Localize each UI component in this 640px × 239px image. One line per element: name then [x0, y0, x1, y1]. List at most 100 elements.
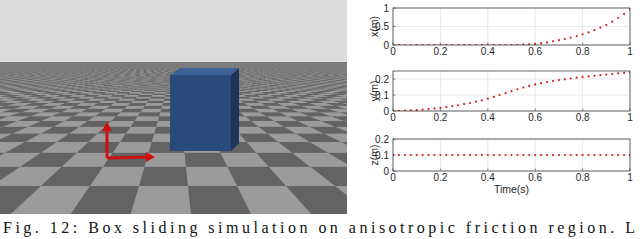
floor-tile — [139, 94, 153, 96]
floor-tile — [350, 81, 363, 82]
floor-tile — [580, 186, 640, 214]
floor-tile — [141, 109, 162, 112]
floor-tile — [141, 84, 151, 85]
floor-tile — [119, 86, 130, 87]
floor-tile — [148, 80, 156, 81]
floor-tile — [126, 94, 141, 96]
floor-tile — [144, 90, 156, 91]
floor-tile — [161, 82, 169, 83]
floor-tile — [136, 82, 145, 83]
floor-tile — [162, 81, 170, 82]
floor-tile — [610, 116, 640, 121]
floor-tile — [138, 81, 147, 82]
floor-tile — [158, 86, 168, 87]
floor-tile — [159, 84, 168, 85]
floor-tile — [153, 82, 162, 83]
floor-tile — [361, 127, 409, 134]
floor-tile — [134, 84, 144, 85]
floor-tile — [133, 90, 146, 91]
floor-tile — [148, 86, 158, 87]
floor-tile — [135, 79, 143, 80]
floor-tile — [115, 81, 124, 82]
floor-tile — [629, 106, 640, 109]
floor-tile — [128, 79, 136, 80]
floor-tile — [123, 89, 136, 90]
floor-tile — [150, 97, 165, 99]
floor-tile — [155, 80, 163, 81]
floor-tile — [412, 127, 465, 134]
floor-tile — [347, 84, 361, 85]
floor-tile — [125, 88, 137, 89]
floor-tile — [139, 86, 150, 87]
floor-tile — [348, 80, 360, 81]
floor-tile — [131, 121, 158, 127]
floor-tile — [160, 83, 169, 84]
figure: 00.20.40.60.8100.51x(m)00.20.40.60.8100.… — [0, 0, 640, 239]
floor-tile — [144, 82, 153, 83]
floor-tile — [185, 153, 228, 167]
floor-tile — [131, 101, 149, 103]
floor-tile — [345, 121, 387, 127]
floor-tile — [335, 186, 431, 214]
floor-tile — [352, 116, 391, 121]
floor-tile — [353, 81, 366, 82]
floor-tile — [129, 92, 143, 93]
floor-tile — [145, 89, 157, 90]
floor-tile — [125, 84, 135, 85]
floor-tile — [601, 121, 640, 127]
floor-tile — [133, 99, 150, 101]
floor-tile — [128, 82, 137, 83]
floor-tile — [162, 81, 170, 82]
floor-tile — [350, 83, 364, 84]
floor-tile — [141, 92, 154, 93]
floor-tile — [546, 116, 602, 121]
floor-tile — [152, 83, 161, 84]
floor-tile — [135, 83, 145, 84]
floor-tile — [128, 103, 147, 106]
floor-tile — [634, 103, 640, 106]
floor-tile — [131, 186, 191, 214]
floor-tile — [117, 87, 129, 88]
floor-tile — [146, 88, 157, 89]
floor-tile — [123, 81, 132, 82]
floor-tile — [124, 95, 140, 97]
floor-tile — [132, 81, 141, 82]
floor-tile — [143, 106, 162, 109]
floor-tile — [139, 81, 147, 82]
floor-tile — [135, 116, 160, 121]
floor-tile — [126, 83, 136, 84]
floor-tile — [353, 106, 384, 109]
floor-tile — [124, 81, 133, 82]
floor-tile — [540, 127, 607, 134]
floor-tile — [138, 112, 161, 116]
floor-tile — [347, 86, 363, 87]
floor-tile — [635, 134, 640, 143]
floor-tile — [346, 89, 364, 90]
floor-tile — [142, 84, 152, 85]
floor-tile — [531, 186, 640, 214]
floor-tile — [399, 112, 438, 116]
floor-tile — [153, 82, 161, 83]
floor-tile — [158, 87, 168, 88]
floor-tile — [591, 127, 640, 134]
floor-tile — [489, 127, 550, 134]
floor-tile — [131, 81, 140, 82]
floor-tile — [348, 82, 361, 83]
floor-tile — [161, 82, 169, 83]
floor-tile — [346, 81, 358, 82]
floor-tile — [384, 186, 491, 214]
floor-tile — [616, 127, 640, 134]
floor-tile — [353, 87, 370, 88]
floor-tile — [162, 80, 170, 81]
floor-tile — [353, 84, 368, 85]
floor-tile — [156, 89, 167, 90]
floor-tile — [163, 79, 170, 80]
floor-tile — [514, 127, 578, 134]
floor-tile — [140, 85, 150, 86]
floor-tile — [139, 167, 188, 186]
floor-tile — [133, 80, 141, 81]
floor-tile — [147, 101, 164, 103]
floor-tile — [121, 82, 130, 83]
floor-tile — [137, 82, 146, 83]
floor-tile — [151, 95, 165, 97]
